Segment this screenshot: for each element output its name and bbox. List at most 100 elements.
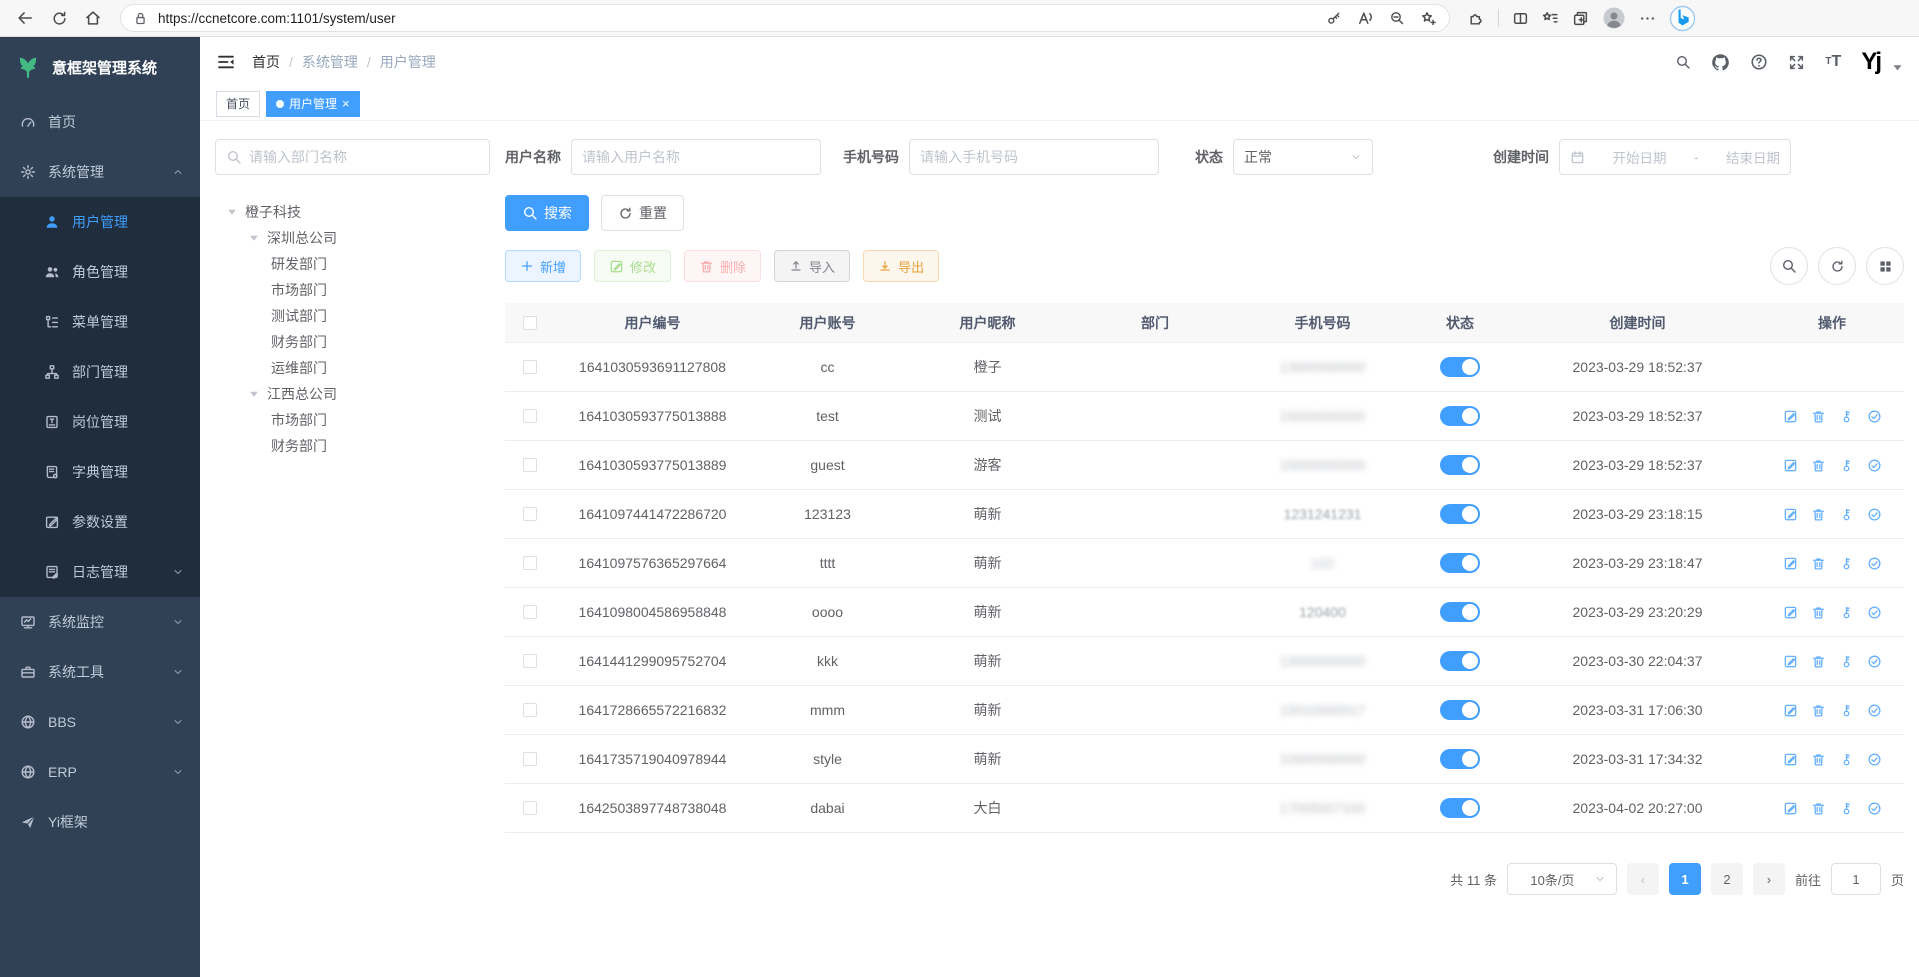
key-icon[interactable] [1839, 409, 1854, 424]
sidebar-item-system[interactable]: 系统管理 [0, 147, 200, 197]
search-tool-button[interactable] [1770, 247, 1808, 285]
extensions-icon[interactable] [1468, 10, 1485, 27]
edit-square-icon[interactable] [1783, 409, 1798, 424]
status-toggle[interactable] [1440, 651, 1480, 671]
bing-chat-icon[interactable] [1669, 5, 1696, 32]
check-circle-icon[interactable] [1867, 409, 1882, 424]
trash-icon[interactable] [1811, 507, 1826, 522]
sidebar-item-erp[interactable]: ERP [0, 747, 200, 797]
status-toggle[interactable] [1440, 455, 1480, 475]
check-circle-icon[interactable] [1867, 507, 1882, 522]
row-checkbox[interactable] [523, 409, 537, 423]
tree-node[interactable]: 橙子科技 [215, 199, 490, 225]
page-button-2[interactable]: 2 [1710, 863, 1743, 895]
select-all-checkbox[interactable] [523, 315, 537, 330]
edit-square-icon[interactable] [1783, 458, 1798, 473]
prev-page-button[interactable]: ‹ [1626, 863, 1659, 895]
edit-button[interactable]: 修改 [594, 250, 672, 282]
sidebar-item-user[interactable]: 用户管理 [0, 197, 200, 247]
edit-square-icon[interactable] [1783, 507, 1798, 522]
collections-icon[interactable] [1572, 10, 1589, 27]
sidebar-item-monitor[interactable]: 系统监控 [0, 597, 200, 647]
split-screen-icon[interactable] [1512, 10, 1529, 27]
tree-node[interactable]: 运维部门 [271, 360, 327, 376]
grid-tool-button[interactable] [1866, 247, 1904, 285]
reset-button[interactable]: 重置 [601, 195, 684, 231]
phone-input[interactable] [920, 149, 1148, 165]
status-toggle[interactable] [1440, 749, 1480, 769]
key-icon[interactable] [1839, 703, 1854, 718]
search-button[interactable]: 搜索 [505, 195, 589, 231]
trash-icon[interactable] [1811, 409, 1826, 424]
tree-expand-icon[interactable] [249, 233, 261, 243]
delete-button[interactable]: 删除 [684, 250, 762, 282]
back-icon[interactable] [10, 3, 40, 33]
key-icon[interactable] [1839, 752, 1854, 767]
status-toggle[interactable] [1440, 504, 1480, 524]
tree-node[interactable]: 深圳总公司 [215, 225, 490, 251]
address-bar[interactable]: https://ccnetcore.com:1101/system/user [120, 4, 1450, 32]
row-checkbox[interactable] [523, 458, 537, 472]
key-icon[interactable] [1839, 507, 1854, 522]
read-aloud-icon[interactable] [1357, 10, 1374, 27]
key-icon[interactable] [1839, 605, 1854, 620]
sidebar-item-menu[interactable]: 菜单管理 [0, 297, 200, 347]
tree-node[interactable]: 研发部门 [271, 256, 327, 272]
key-icon[interactable] [1839, 801, 1854, 816]
breadcrumb-home[interactable]: 首页 [252, 54, 280, 70]
favorites-bar-icon[interactable] [1542, 10, 1559, 27]
tree-node[interactable]: 市场部门 [271, 412, 327, 428]
search-icon[interactable] [1675, 54, 1691, 70]
sidebar-item-log[interactable]: 日志管理 [0, 547, 200, 597]
tree-node[interactable]: 测试部门 [271, 308, 327, 324]
row-checkbox[interactable] [523, 801, 537, 815]
edit-square-icon[interactable] [1783, 752, 1798, 767]
username-input[interactable] [582, 149, 810, 165]
trash-icon[interactable] [1811, 703, 1826, 718]
check-circle-icon[interactable] [1867, 752, 1882, 767]
status-select[interactable]: 正常 [1233, 139, 1373, 175]
date-range-picker[interactable]: 开始日期 - 结束日期 [1559, 139, 1791, 175]
app-logo[interactable]: 意框架管理系统 [0, 37, 200, 97]
key-icon[interactable] [1839, 556, 1854, 571]
check-circle-icon[interactable] [1867, 556, 1882, 571]
check-circle-icon[interactable] [1867, 703, 1882, 718]
status-toggle[interactable] [1440, 700, 1480, 720]
breadcrumb-system[interactable]: 系统管理 [301, 54, 358, 70]
export-button[interactable]: 导出 [863, 250, 940, 282]
row-checkbox[interactable] [523, 360, 537, 374]
edit-square-icon[interactable] [1783, 556, 1798, 571]
url-text[interactable]: https://ccnetcore.com:1101/system/user [158, 10, 396, 26]
refresh-tool-button[interactable] [1818, 247, 1856, 285]
sidebar-toggle-icon[interactable] [216, 52, 236, 72]
department-search-input[interactable] [249, 149, 479, 165]
page-size-select[interactable]: 10条/页 [1506, 863, 1617, 895]
profile-avatar[interactable] [1602, 6, 1626, 30]
chevron-down-icon[interactable] [1892, 62, 1903, 73]
tree-node[interactable]: 市场部门 [271, 282, 327, 298]
fullscreen-icon[interactable] [1788, 54, 1805, 71]
trash-icon[interactable] [1811, 458, 1826, 473]
status-toggle[interactable] [1440, 553, 1480, 573]
trash-icon[interactable] [1811, 654, 1826, 669]
status-toggle[interactable] [1440, 357, 1480, 377]
tree-node[interactable]: 财务部门 [271, 334, 327, 350]
tree-node[interactable]: 财务部门 [271, 438, 327, 454]
edit-square-icon[interactable] [1783, 654, 1798, 669]
key-icon[interactable] [1839, 654, 1854, 669]
status-toggle[interactable] [1440, 798, 1480, 818]
user-logo[interactable]: Yj [1861, 48, 1882, 75]
add-button[interactable]: 新增 [505, 250, 582, 282]
sidebar-item-post[interactable]: 岗位管理 [0, 397, 200, 447]
jump-page-input[interactable] [1830, 863, 1881, 895]
more-menu-icon[interactable] [1639, 10, 1656, 27]
edit-square-icon[interactable] [1783, 605, 1798, 620]
tree-expand-icon[interactable] [249, 389, 261, 399]
trash-icon[interactable] [1811, 752, 1826, 767]
sidebar-item-bbs[interactable]: BBS [0, 697, 200, 747]
tab-close-icon[interactable]: × [342, 96, 350, 111]
sidebar-item-dept[interactable]: 部门管理 [0, 347, 200, 397]
password-key-icon[interactable] [1326, 10, 1342, 27]
row-checkbox[interactable] [523, 752, 537, 766]
sidebar-item-role[interactable]: 角色管理 [0, 247, 200, 297]
